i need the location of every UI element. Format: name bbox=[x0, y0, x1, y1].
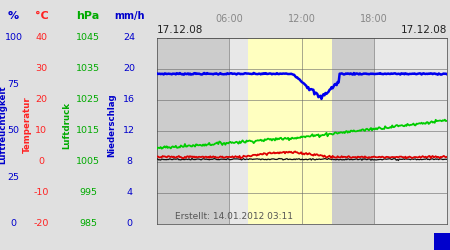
Bar bbox=[302, 38, 374, 224]
Text: 20: 20 bbox=[123, 64, 135, 73]
Text: 75: 75 bbox=[8, 80, 19, 88]
Text: 06:00: 06:00 bbox=[215, 14, 243, 24]
Text: 100: 100 bbox=[4, 33, 22, 42]
Bar bbox=[374, 38, 447, 224]
Text: 0: 0 bbox=[126, 219, 132, 228]
Text: 1045: 1045 bbox=[76, 33, 100, 42]
Bar bbox=[248, 38, 332, 224]
Text: 12:00: 12:00 bbox=[288, 14, 315, 24]
Text: 50: 50 bbox=[8, 126, 19, 135]
Text: 24: 24 bbox=[123, 33, 135, 42]
Text: Luftdruck: Luftdruck bbox=[62, 102, 71, 148]
Text: 0: 0 bbox=[10, 219, 17, 228]
Text: 17.12.08: 17.12.08 bbox=[157, 25, 203, 35]
Text: -20: -20 bbox=[34, 219, 49, 228]
Text: 4: 4 bbox=[126, 188, 132, 197]
Text: 1035: 1035 bbox=[76, 64, 100, 73]
Text: 20: 20 bbox=[36, 95, 47, 104]
Text: 8: 8 bbox=[126, 157, 132, 166]
Text: 1005: 1005 bbox=[76, 157, 100, 166]
Text: 985: 985 bbox=[79, 219, 97, 228]
Text: 10: 10 bbox=[36, 126, 47, 135]
Text: Niederschlag: Niederschlag bbox=[107, 93, 116, 157]
Text: Erstellt: 14.01.2012 03:11: Erstellt: 14.01.2012 03:11 bbox=[175, 212, 292, 221]
Text: 1025: 1025 bbox=[76, 95, 100, 104]
Text: %: % bbox=[8, 11, 19, 21]
Text: Luftfeuchtigkeit: Luftfeuchtigkeit bbox=[0, 86, 8, 164]
Text: 16: 16 bbox=[123, 95, 135, 104]
Text: 18:00: 18:00 bbox=[360, 14, 388, 24]
Text: °C: °C bbox=[35, 11, 48, 21]
Text: 12: 12 bbox=[123, 126, 135, 135]
Text: 0: 0 bbox=[38, 157, 45, 166]
Text: hPa: hPa bbox=[76, 11, 100, 21]
Text: 25: 25 bbox=[8, 173, 19, 182]
Text: 1015: 1015 bbox=[76, 126, 100, 135]
Text: 30: 30 bbox=[36, 64, 47, 73]
Text: 995: 995 bbox=[79, 188, 97, 197]
Text: mm/h: mm/h bbox=[114, 11, 144, 21]
Text: Temperatur: Temperatur bbox=[22, 96, 32, 153]
Text: 17.12.08: 17.12.08 bbox=[400, 25, 447, 35]
Text: 40: 40 bbox=[36, 33, 47, 42]
Text: -10: -10 bbox=[34, 188, 49, 197]
Bar bbox=[157, 38, 229, 224]
Bar bbox=[229, 38, 302, 224]
